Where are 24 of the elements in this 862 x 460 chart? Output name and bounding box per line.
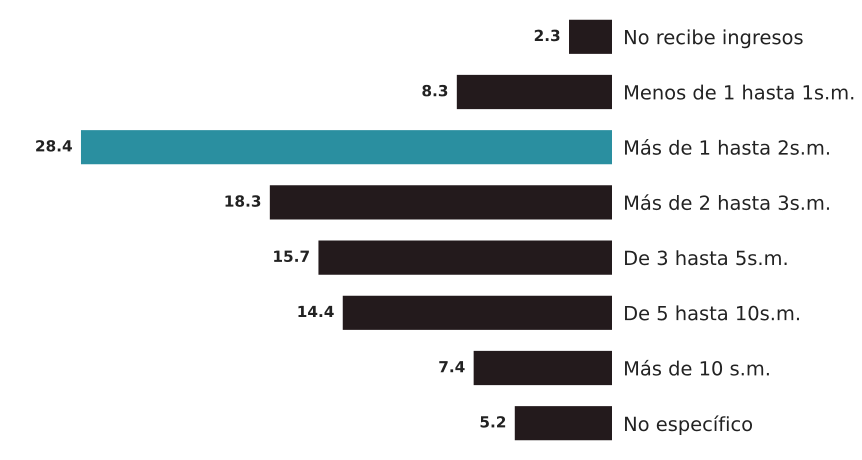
data-label: 14.4 bbox=[298, 306, 334, 318]
y-tick-label: Más de 10 s.m. bbox=[625, 360, 769, 376]
y-tick-label: Menos de 1 hasta 1s.m. bbox=[625, 84, 854, 100]
bar bbox=[514, 406, 612, 440]
data-label: 5.2 bbox=[480, 416, 506, 428]
data-label: 2.3 bbox=[534, 30, 560, 42]
y-tick-label: Más de 1 hasta 2s.m. bbox=[625, 139, 829, 155]
bar bbox=[80, 130, 612, 164]
data-label: 18.3 bbox=[226, 195, 260, 207]
bar bbox=[456, 74, 612, 110]
bar bbox=[318, 240, 612, 275]
y-tick-label: No recibe ingresos bbox=[625, 29, 803, 48]
bar bbox=[342, 296, 612, 330]
y-tick-label: Más de 2 hasta 3s.m. bbox=[625, 194, 829, 210]
data-label: 15.7 bbox=[274, 250, 309, 262]
data-label: 7.4 bbox=[439, 361, 465, 372]
y-tick-label: De 5 hasta 10s.m. bbox=[625, 305, 799, 320]
y-tick-label: No específico bbox=[625, 415, 752, 436]
data-label: 28.4 bbox=[36, 140, 72, 152]
bar bbox=[270, 185, 612, 220]
bar bbox=[474, 350, 612, 386]
data-label: 8.3 bbox=[422, 84, 448, 96]
y-tick-label: De 3 hasta 5s.m. bbox=[625, 250, 787, 266]
bar bbox=[569, 20, 612, 54]
